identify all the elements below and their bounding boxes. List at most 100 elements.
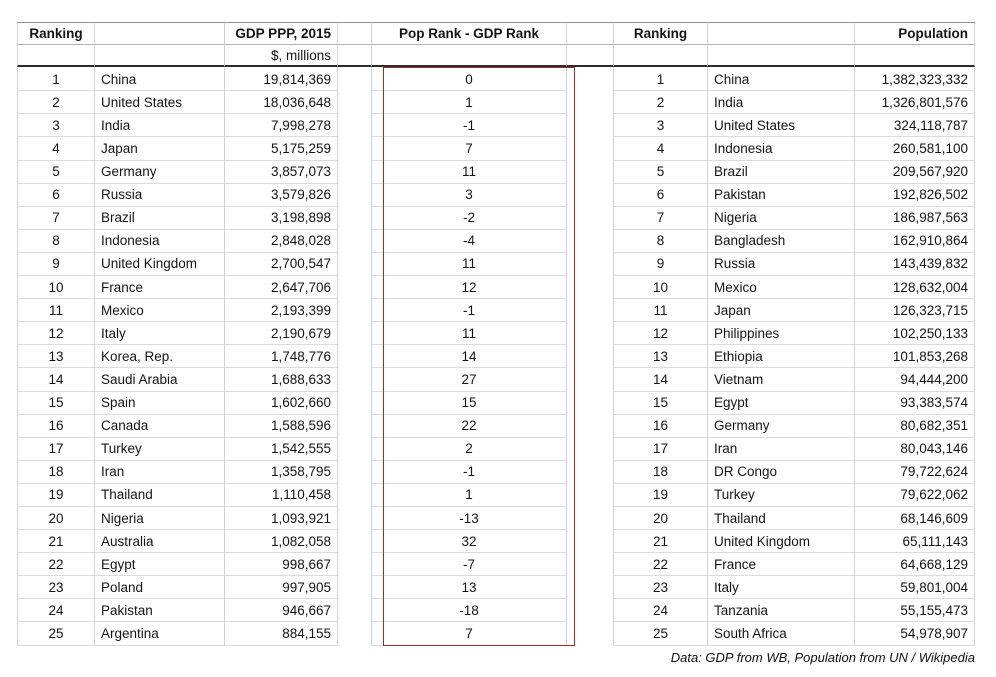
- pop-rank-cell: 17: [613, 437, 708, 461]
- spacer-cell: [338, 622, 371, 645]
- diff-value-cell: -18: [371, 599, 567, 623]
- diff-value-cell: 32: [371, 530, 567, 554]
- gdp-country-cell: Poland: [95, 576, 225, 600]
- gdp-country-cell: Korea, Rep.: [95, 345, 225, 369]
- gdp-country-cell: Iran: [95, 460, 225, 484]
- spacer-cell: [567, 438, 613, 461]
- pop-country-cell: Italy: [708, 576, 855, 600]
- gdp-country-cell: United Kingdom: [95, 252, 225, 277]
- diff-value-cell: -2: [371, 206, 567, 230]
- gdp-country-header: [95, 22, 225, 45]
- gdp-rank-cell: 9: [17, 252, 95, 277]
- gdp-value-cell: 884,155: [225, 622, 338, 646]
- pop-country-cell: Japan: [708, 299, 855, 323]
- spacer-cell: [567, 276, 613, 299]
- pop-country-subheader: [708, 45, 855, 68]
- spacer-cell: [338, 345, 371, 368]
- spacer-cell: [338, 438, 371, 461]
- gdp-value-cell: 7,998,278: [225, 114, 338, 138]
- diff-value-cell: 1: [371, 483, 567, 507]
- pop-country-cell: China: [708, 68, 855, 92]
- pop-value-cell: 143,439,832: [855, 252, 975, 277]
- spacer-cell: [567, 392, 613, 415]
- gdp-value-cell: 3,857,073: [225, 160, 338, 184]
- gdp-country-cell: Germany: [95, 160, 225, 184]
- gdp-value-cell: 1,748,776: [225, 345, 338, 369]
- diff-value-cell: -1: [371, 460, 567, 484]
- gdp-country-cell: Brazil: [95, 206, 225, 230]
- gdp-value-cell: 3,198,898: [225, 206, 338, 230]
- gdp-rank-cell: 16: [17, 414, 95, 438]
- gdp-value-cell: 946,667: [225, 599, 338, 623]
- pop-value-cell: 102,250,133: [855, 322, 975, 346]
- pop-country-cell: Egypt: [708, 391, 855, 415]
- spacer-cell: [338, 207, 371, 230]
- pop-value-cell: 186,987,563: [855, 206, 975, 230]
- spacer-cell: [338, 230, 371, 253]
- spacer-cell: [338, 461, 371, 484]
- gdp-rank-cell: 24: [17, 599, 95, 623]
- pop-rank-cell: 22: [613, 553, 708, 577]
- spacer-cell: [567, 507, 613, 530]
- gdp-ranking-header: Ranking: [17, 22, 95, 45]
- pop-ranking-header: Ranking: [613, 22, 708, 45]
- spacer-cell: [567, 45, 613, 68]
- gdp-rank-cell: 19: [17, 483, 95, 507]
- diff-value-cell: 3: [371, 183, 567, 207]
- gdp-country-cell: China: [95, 68, 225, 92]
- pop-country-cell: Philippines: [708, 322, 855, 346]
- spacer-cell: [567, 461, 613, 484]
- spacer-cell: [338, 299, 371, 322]
- gdp-value-cell: 2,700,547: [225, 252, 338, 277]
- gdp-rank-cell: 13: [17, 345, 95, 369]
- spacer-cell: [567, 230, 613, 253]
- pop-value-cell: 79,722,624: [855, 460, 975, 484]
- pop-country-cell: South Africa: [708, 622, 855, 646]
- pop-value-cell: 209,567,920: [855, 160, 975, 184]
- pop-value-cell: 54,978,907: [855, 622, 975, 646]
- pop-value-cell: 126,323,715: [855, 299, 975, 323]
- gdp-country-cell: Japan: [95, 137, 225, 161]
- spacer-cell: [567, 68, 613, 91]
- spacer-cell: [567, 137, 613, 160]
- gdp-country-cell: Mexico: [95, 299, 225, 323]
- pop-rank-cell: 6: [613, 183, 708, 207]
- gdp-rank-cell: 3: [17, 114, 95, 138]
- gdp-value-cell: 2,193,399: [225, 299, 338, 323]
- gdp-value-cell: 18,036,648: [225, 91, 338, 115]
- spacer-cell: [338, 368, 371, 391]
- gdp-value-cell: 2,848,028: [225, 229, 338, 253]
- pop-rank-cell: 15: [613, 391, 708, 415]
- pop-ranking-subheader: [613, 45, 708, 68]
- spacer-cell: [338, 576, 371, 599]
- gdp-country-subheader: [95, 45, 225, 68]
- gdp-value-cell: 1,110,458: [225, 483, 338, 507]
- pop-value-cell: 192,826,502: [855, 183, 975, 207]
- gdp-rank-cell: 1: [17, 68, 95, 92]
- diff-value-cell: 11: [371, 160, 567, 184]
- spacer-cell: [338, 114, 371, 137]
- spacer-cell: [567, 114, 613, 137]
- pop-country-cell: France: [708, 553, 855, 577]
- gdp-value-cell: 1,542,555: [225, 437, 338, 461]
- pop-rank-cell: 10: [613, 276, 708, 300]
- spacer-cell: [338, 91, 371, 114]
- gdp-rank-cell: 5: [17, 160, 95, 184]
- pop-value-cell: 324,118,787: [855, 114, 975, 138]
- diff-value-cell: -1: [371, 114, 567, 138]
- pop-rank-cell: 13: [613, 345, 708, 369]
- pop-country-cell: Pakistan: [708, 183, 855, 207]
- spacer-cell: [567, 530, 613, 553]
- spacer-cell: [338, 184, 371, 207]
- spacer-cell: [338, 45, 371, 68]
- diff-value-cell: 1: [371, 91, 567, 115]
- gdp-country-cell: Pakistan: [95, 599, 225, 623]
- gdp-unit-label: $, millions: [225, 45, 338, 68]
- spacer-cell: [567, 345, 613, 368]
- pop-country-cell: Tanzania: [708, 599, 855, 623]
- pop-rank-cell: 18: [613, 460, 708, 484]
- gdp-country-cell: Canada: [95, 414, 225, 438]
- spacer-cell: [338, 530, 371, 553]
- gdp-country-cell: Spain: [95, 391, 225, 415]
- gdp-rank-cell: 10: [17, 276, 95, 300]
